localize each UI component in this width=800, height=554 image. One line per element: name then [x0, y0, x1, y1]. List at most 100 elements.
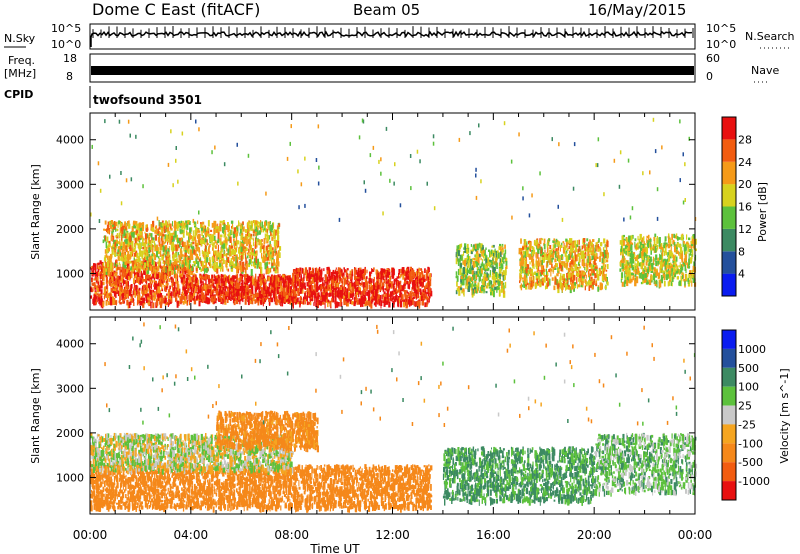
echo-cell — [193, 276, 195, 282]
echo-cell — [158, 240, 161, 247]
echo-cell — [107, 301, 110, 306]
echo-cell — [131, 240, 134, 248]
echo-cell — [466, 248, 469, 255]
echo-cell — [312, 272, 315, 275]
echo-cell — [378, 272, 381, 278]
echo-cell — [161, 220, 164, 223]
echo-cell — [149, 265, 153, 271]
echo-cell — [363, 283, 365, 289]
echo-cell — [154, 281, 157, 284]
echo-cell — [285, 289, 287, 295]
echo-cell — [118, 285, 121, 291]
echo-cell — [273, 267, 275, 272]
echo-cell — [373, 284, 376, 291]
echo-cell — [148, 261, 152, 267]
echo-cell — [463, 274, 466, 278]
echo-cell — [124, 259, 127, 265]
echo-cell — [193, 249, 196, 255]
echo-cell — [286, 283, 288, 291]
echo-cell — [401, 294, 404, 301]
echo-cell — [99, 272, 102, 277]
echo-cell — [132, 271, 135, 274]
echo-cell — [186, 261, 188, 268]
echo-cell — [268, 299, 271, 302]
echo-cell — [182, 220, 184, 225]
echo-cell — [210, 291, 212, 296]
echo-cell — [218, 265, 221, 269]
echo-cell — [112, 286, 115, 289]
echo-cell — [406, 290, 408, 294]
echo-cell — [325, 293, 328, 297]
echo-cell — [138, 256, 140, 263]
echo-cell — [217, 252, 220, 259]
echo-cell — [244, 285, 246, 289]
echo-cell — [168, 254, 171, 259]
echo-cell — [195, 274, 197, 279]
echo-cell — [351, 282, 354, 287]
echo-cell — [382, 268, 386, 275]
echo-cell — [164, 234, 167, 238]
echo-cell — [222, 294, 225, 301]
echo-cell — [230, 291, 233, 297]
echo-cell — [259, 261, 261, 266]
echo-cell — [159, 232, 162, 236]
echo-cell — [93, 282, 96, 285]
echo-cell — [494, 269, 497, 275]
echo-cell — [138, 236, 141, 240]
echo-cell — [160, 228, 163, 232]
echo-cell — [306, 301, 309, 305]
echo-cell — [173, 246, 176, 251]
echo-cell — [503, 253, 506, 260]
echo-cell — [114, 262, 116, 266]
echo-cell — [276, 255, 278, 260]
echo-cell — [405, 280, 408, 284]
echo-cell — [468, 275, 470, 282]
echo-cell — [204, 231, 208, 238]
echo-cell — [343, 278, 346, 285]
echo-cell — [269, 221, 271, 225]
echo-cell — [239, 240, 241, 248]
echo-cell — [141, 226, 144, 232]
echo-cell — [252, 242, 255, 247]
echo-cell — [121, 235, 123, 241]
echo-cell — [395, 278, 397, 285]
echo-cell — [125, 282, 128, 288]
echo-cell — [235, 277, 237, 282]
echo-cell — [342, 286, 344, 292]
echo-cell — [262, 297, 265, 302]
echo-cell — [139, 239, 141, 243]
echo-cell — [239, 285, 242, 292]
echo-cell — [232, 294, 236, 300]
echo-cell — [236, 266, 238, 274]
echo-cell — [224, 237, 226, 243]
echo-cell — [461, 283, 464, 286]
echo-cell — [315, 267, 318, 274]
echo-cell — [138, 242, 142, 249]
echo-cell — [173, 291, 176, 298]
echo-cell — [130, 293, 133, 298]
echo-cell — [136, 227, 138, 231]
echo-cell — [311, 285, 314, 291]
nave-tick-top: 60 — [706, 52, 720, 65]
echo-cell — [151, 294, 153, 300]
echo-cell — [109, 257, 112, 263]
echo-cell — [283, 280, 285, 287]
echo-cell — [205, 274, 208, 280]
nsky-tick-top: 10^5 — [51, 22, 81, 35]
echo-cell — [112, 243, 115, 247]
echo-cell — [327, 279, 331, 282]
echo-cell — [254, 265, 256, 269]
echo-cell — [233, 287, 236, 293]
echo-cell — [324, 287, 327, 290]
echo-cell — [247, 276, 250, 282]
echo-cell — [276, 275, 278, 281]
echo-cell — [123, 248, 125, 256]
echo-cell — [134, 275, 137, 279]
echo-cell — [108, 262, 110, 269]
echo-cell — [375, 269, 378, 275]
echo-cell — [245, 250, 247, 255]
echo-cell — [365, 301, 368, 306]
echo-cell — [324, 302, 326, 309]
echo-cell — [232, 256, 236, 262]
echo-cell — [308, 294, 311, 299]
